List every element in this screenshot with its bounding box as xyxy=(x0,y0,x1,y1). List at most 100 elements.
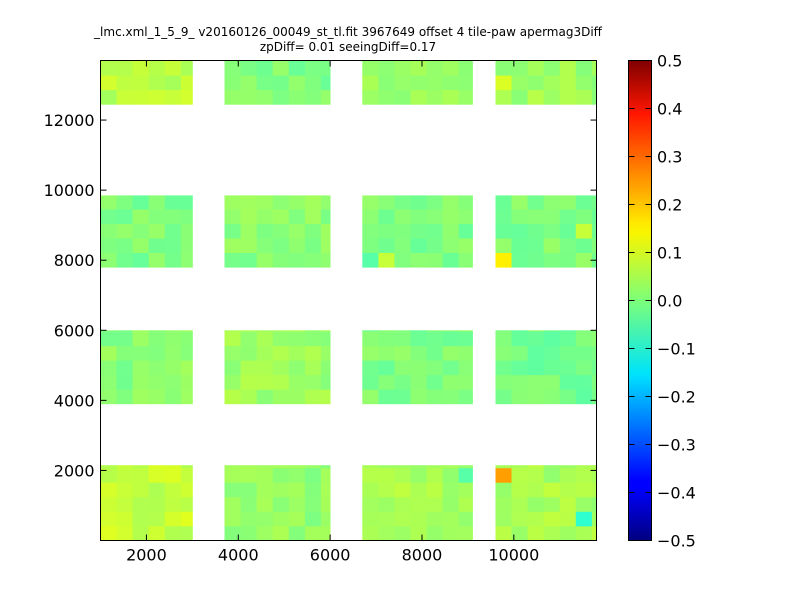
heatmap-cell xyxy=(256,60,274,76)
heatmap-cell xyxy=(362,482,379,498)
heatmap-cell xyxy=(224,209,241,224)
heatmap-cell xyxy=(426,60,444,76)
heatmap-cell xyxy=(495,526,512,541)
heatmap-cell xyxy=(394,465,411,469)
heatmap-cell xyxy=(116,238,134,253)
heatmap-cell xyxy=(511,389,528,405)
heatmap-cell xyxy=(116,331,134,347)
heatmap-cell xyxy=(495,89,512,105)
heatmap-cell xyxy=(304,331,322,347)
heatmap-cell xyxy=(458,482,473,498)
heatmap-cell xyxy=(256,496,274,512)
heatmap-cell xyxy=(362,374,379,390)
heatmap-cell xyxy=(442,209,460,224)
heatmap-cell xyxy=(148,389,166,405)
y-tick-label: 12000 xyxy=(44,111,95,130)
heatmap-cell xyxy=(527,60,545,76)
heatmap-cell xyxy=(575,389,593,405)
heatmap-cell xyxy=(288,482,306,498)
heatmap-cell xyxy=(240,330,258,332)
heatmap-cell xyxy=(224,511,241,527)
heatmap-cell xyxy=(378,511,395,527)
heatmap-cell xyxy=(426,223,444,239)
heatmap-cell xyxy=(394,345,411,361)
heatmap-cell xyxy=(164,511,182,527)
heatmap-cell xyxy=(100,195,117,210)
heatmap-cell xyxy=(132,496,150,512)
heatmap-cell xyxy=(148,60,166,76)
heatmap-cell xyxy=(180,209,193,224)
heatmap-cell xyxy=(362,467,379,483)
plot-area-frame xyxy=(100,60,597,541)
heatmap-cell xyxy=(591,360,597,376)
heatmap-cell xyxy=(132,195,150,210)
heatmap-cell xyxy=(378,374,395,390)
heatmap-cell xyxy=(591,60,597,76)
heatmap-cell xyxy=(100,345,117,361)
heatmap-cell xyxy=(527,330,545,332)
heatmap-cell xyxy=(410,467,427,483)
heatmap-cell xyxy=(442,195,460,210)
heatmap-cell xyxy=(511,331,528,347)
heatmap-cell xyxy=(288,238,306,253)
heatmap-cell xyxy=(224,360,241,376)
heatmap-cell xyxy=(256,75,274,91)
heatmap-cell xyxy=(224,465,241,469)
heatmap-cell xyxy=(426,238,444,253)
heatmap-cell xyxy=(442,345,460,361)
heatmap-cell xyxy=(426,330,444,332)
heatmap-cell xyxy=(148,223,166,239)
heatmap-cell xyxy=(272,526,290,541)
heatmap-cell xyxy=(543,75,561,91)
heatmap-cell xyxy=(180,345,193,361)
heatmap-cell xyxy=(511,223,528,239)
heatmap-cell xyxy=(511,511,528,527)
heatmap-cell xyxy=(591,345,597,361)
heatmap-cell xyxy=(442,374,460,390)
heatmap-cell xyxy=(458,238,473,253)
heatmap-cell xyxy=(180,89,193,105)
heatmap-cell xyxy=(394,360,411,376)
heatmap-cell xyxy=(426,360,444,376)
heatmap-cell xyxy=(495,209,512,224)
heatmap-cell xyxy=(116,89,134,105)
heatmap-cell xyxy=(559,467,577,483)
heatmap-cell xyxy=(511,345,528,361)
heatmap-cell xyxy=(543,467,561,483)
heatmap-cell xyxy=(543,209,561,224)
heatmap-cell xyxy=(272,482,290,498)
heatmap-cell xyxy=(442,467,460,483)
heatmap-cell xyxy=(426,526,444,541)
colorbar-tick-label: 0.5 xyxy=(657,52,682,71)
heatmap-cell xyxy=(511,60,528,76)
heatmap-cell xyxy=(272,330,290,332)
heatmap-cell xyxy=(256,467,274,483)
heatmap-cell xyxy=(378,75,395,91)
heatmap-cell xyxy=(543,482,561,498)
chart-title: _lmc.xml_1_5_9_ v20160126_00049_st_tl.fi… xyxy=(94,25,602,39)
heatmap-cell xyxy=(288,360,306,376)
heatmap-cell xyxy=(394,209,411,224)
heatmap-cell xyxy=(256,89,274,105)
heatmap-cell xyxy=(527,496,545,512)
heatmap-cell xyxy=(362,465,379,469)
heatmap-cell xyxy=(410,75,427,91)
heatmap-cell xyxy=(378,238,395,253)
heatmap-cell xyxy=(256,252,274,268)
heatmap-cell xyxy=(304,89,322,105)
heatmap-cell xyxy=(575,195,593,210)
heatmap-cell xyxy=(116,75,134,91)
heatmap-cell xyxy=(132,467,150,483)
heatmap-cell xyxy=(591,389,597,405)
heatmap-cell xyxy=(511,465,528,469)
heatmap-cell xyxy=(240,360,258,376)
heatmap-cell xyxy=(116,60,134,76)
heatmap-cell xyxy=(442,223,460,239)
heatmap-cell xyxy=(410,195,427,210)
x-tick-label: 10000 xyxy=(488,546,539,565)
heatmap-cell xyxy=(224,482,241,498)
heatmap-cell xyxy=(224,89,241,105)
heatmap-cell xyxy=(591,511,597,527)
heatmap-cell xyxy=(256,209,274,224)
heatmap-cell xyxy=(240,389,258,405)
